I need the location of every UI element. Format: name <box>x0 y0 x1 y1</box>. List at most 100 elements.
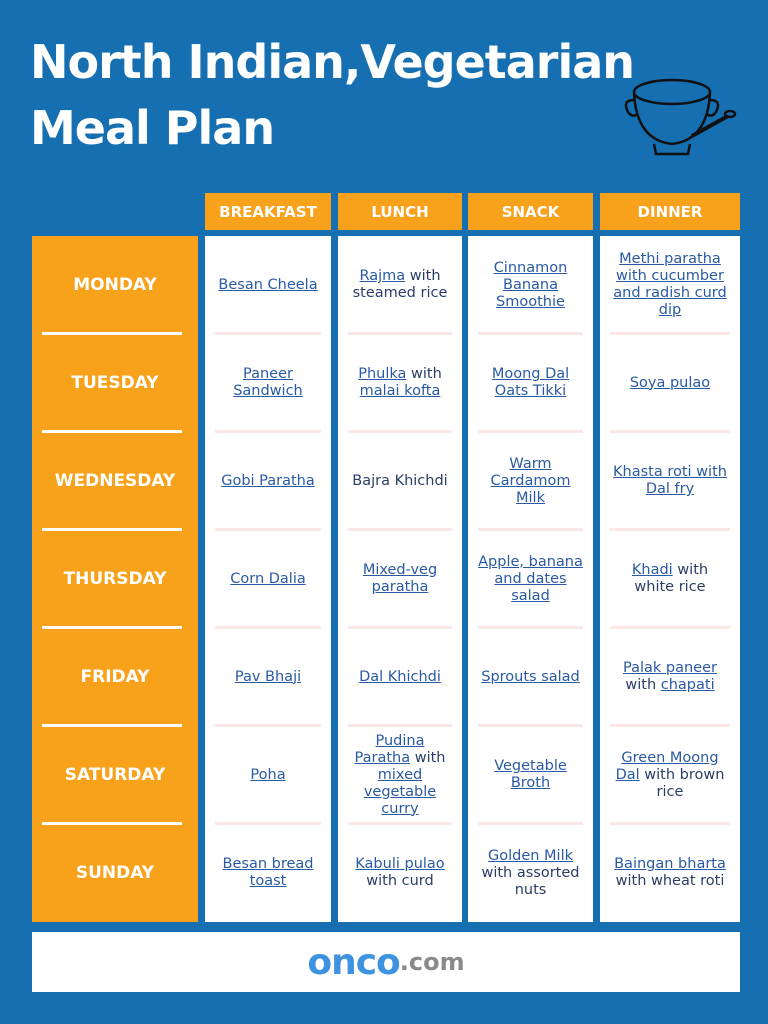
cell-separator <box>478 724 583 727</box>
meal-text: Bajra Khichdi <box>352 473 447 490</box>
meal-link: Corn Dalia <box>230 570 306 587</box>
meal-link: Paneer Sandwich <box>233 366 303 399</box>
day-label: SUNDAY <box>75 863 155 883</box>
meal-text: Mixed-veg paratha <box>348 562 452 596</box>
meal-link: Sprouts salad <box>481 668 580 685</box>
day-label: THURSDAY <box>63 569 167 589</box>
meal-link: Moong Dal Oats Tikki <box>491 366 570 399</box>
meal-link: Rajma <box>359 268 406 284</box>
title-line: North Indian,Vegetarian <box>30 35 635 89</box>
meal-text: Rajma with steamed rice <box>348 268 452 302</box>
cell-separator <box>348 332 452 335</box>
meal-link: mixed vegetable curry <box>363 766 437 817</box>
footer: onco .com <box>32 932 740 992</box>
meal-cell: Besan bread toast <box>205 824 331 922</box>
logo-domain: .com <box>399 948 465 976</box>
day-separator <box>42 822 182 825</box>
meal-link: Phulka <box>358 366 407 382</box>
day-separator <box>42 332 182 335</box>
meal-link: Besan Cheela <box>218 276 318 293</box>
meal-plain: with <box>625 677 661 693</box>
column-header: DINNER <box>600 193 740 230</box>
meal-cell: Corn Dalia <box>205 530 331 628</box>
day-label: MONDAY <box>73 275 157 295</box>
meal-text: Green Moong Dal with brown rice <box>610 750 730 801</box>
day-label: FRIDAY <box>80 667 150 687</box>
meal-text: Moong Dal Oats Tikki <box>478 366 583 400</box>
meal-text: Khasta roti with Dal fry <box>610 464 730 498</box>
day-separator <box>42 626 182 629</box>
column-header: BREAKFAST <box>205 193 331 230</box>
meal-text: Dal Khichdi <box>359 669 441 686</box>
meal-link: Gobi Paratha <box>221 472 315 489</box>
cell-separator <box>348 626 452 629</box>
day-column <box>32 236 198 922</box>
meal-text: Besan bread toast <box>215 856 321 890</box>
meal-text: Paneer Sandwich <box>215 366 321 400</box>
meal-link: Baingan bharta <box>614 856 726 872</box>
meal-link: Green Moong Dal <box>615 749 719 783</box>
meal-cell: Green Moong Dal with brown rice <box>600 726 740 824</box>
column-header: LUNCH <box>338 193 462 230</box>
meal-cell: Dal Khichdi <box>338 628 462 726</box>
meal-link: Methi paratha with cucumber and radish c… <box>613 251 727 318</box>
meal-cell: Rajma with steamed rice <box>338 236 462 334</box>
day-separator <box>42 724 182 727</box>
meal-text: Cinnamon Banana Smoothie <box>478 260 583 311</box>
meal-cell: Pav Bhaji <box>205 628 331 726</box>
meal-link: Pav Bhaji <box>234 668 302 685</box>
meal-cell: Pudina Paratha with mixed vegetable curr… <box>338 726 462 824</box>
cell-separator <box>215 430 321 433</box>
meal-link: Vegetable Broth <box>494 758 567 791</box>
cell-separator <box>610 528 730 531</box>
meal-plain: with <box>406 366 442 382</box>
meal-text: Pav Bhaji <box>235 669 301 686</box>
meal-text: Soya pulao <box>630 375 710 392</box>
cell-separator <box>348 724 452 727</box>
meal-cell: Khadi with white rice <box>600 530 740 628</box>
cell-separator <box>215 626 321 629</box>
cell-separator <box>348 528 452 531</box>
meal-cell: Poha <box>205 726 331 824</box>
meal-text: Sprouts salad <box>481 669 580 686</box>
meal-text: Pudina Paratha with mixed vegetable curr… <box>348 733 452 818</box>
cell-separator <box>610 430 730 433</box>
meal-text: Golden Milk with assorted nuts <box>478 848 583 899</box>
meal-cell: Moong Dal Oats Tikki <box>468 334 593 432</box>
cell-separator <box>215 724 321 727</box>
meal-text: Besan Cheela <box>218 277 317 294</box>
meal-cell: Sprouts salad <box>468 628 593 726</box>
meal-link: chapati <box>660 677 715 693</box>
meal-text: Palak paneer with chapati <box>610 660 730 694</box>
meal-plain: Bajra Khichdi <box>352 472 448 489</box>
meal-link: Cinnamon Banana Smoothie <box>493 259 568 310</box>
meal-link: Pudina Paratha <box>354 732 425 766</box>
cell-separator <box>348 822 452 825</box>
meal-link: Kabuli pulao <box>355 856 445 872</box>
meal-cell: Apple, banana and dates salad <box>468 530 593 628</box>
meal-cell: Palak paneer with chapati <box>600 628 740 726</box>
cell-separator <box>610 626 730 629</box>
meal-text: Khadi with white rice <box>610 562 730 596</box>
meal-cell: Phulka with malai kofta <box>338 334 462 432</box>
meal-text: Baingan bharta with wheat roti <box>610 856 730 890</box>
cell-separator <box>610 724 730 727</box>
meal-cell: Paneer Sandwich <box>205 334 331 432</box>
meal-link: Mixed-veg paratha <box>362 562 438 595</box>
meal-text: Poha <box>250 767 285 784</box>
meal-text: Methi paratha with cucumber and radish c… <box>610 251 730 319</box>
day-label: TUESDAY <box>71 373 159 393</box>
column-background <box>338 236 462 922</box>
meal-cell: Warm Cardamom Milk <box>468 432 593 530</box>
meal-plain: with white rice <box>634 562 709 595</box>
meal-text: Phulka with malai kofta <box>348 366 452 400</box>
meal-cell: Mixed-veg paratha <box>338 530 462 628</box>
title-line: Meal Plan <box>30 101 275 155</box>
day-label: SATURDAY <box>64 765 166 785</box>
meal-cell: Kabuli pulao with curd <box>338 824 462 922</box>
meal-plain: with <box>410 749 446 766</box>
cell-separator <box>610 822 730 825</box>
meal-cell: Vegetable Broth <box>468 726 593 824</box>
cell-separator <box>215 528 321 531</box>
